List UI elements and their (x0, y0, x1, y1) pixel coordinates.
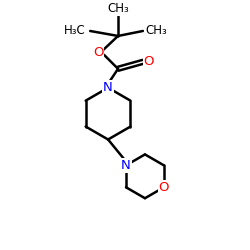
Text: CH₃: CH₃ (145, 24, 167, 38)
Text: CH₃: CH₃ (107, 2, 129, 15)
Text: N: N (103, 81, 113, 94)
Text: N: N (121, 159, 131, 172)
Text: H₃C: H₃C (64, 24, 86, 38)
Text: O: O (144, 55, 154, 68)
Text: O: O (93, 46, 103, 60)
Text: O: O (159, 181, 169, 194)
